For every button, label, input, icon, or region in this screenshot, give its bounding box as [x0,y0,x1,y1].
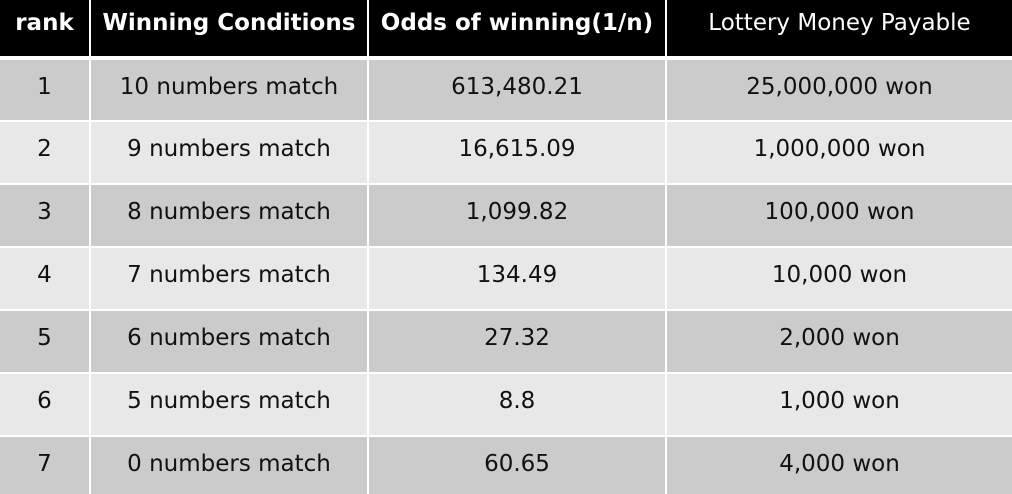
condition-cell: 0 numbers match [89,435,369,494]
odds-cell: 60.65 [367,435,667,494]
table-body: 1 10 numbers match 613,480.21 25,000,000… [0,57,1012,494]
odds-cell: 1,099.82 [367,183,667,248]
condition-cell: 9 numbers match [89,120,369,185]
header-odds-of-winning: Odds of winning(1/n) [367,0,667,60]
condition-cell: 7 numbers match [89,246,369,311]
rank-cell: 2 [0,120,91,185]
odds-cell: 8.8 [367,372,667,437]
payable-cell: 1,000 won [665,372,1012,437]
odds-cell: 16,615.09 [367,120,667,185]
odds-cell: 613,480.21 [367,57,667,122]
table-row: 1 10 numbers match 613,480.21 25,000,000… [0,57,1012,122]
rank-cell: 6 [0,372,91,437]
odds-cell: 27.32 [367,309,667,374]
rank-cell: 3 [0,183,91,248]
rank-cell: 5 [0,309,91,374]
header-lottery-money-payable: Lottery Money Payable [665,0,1012,60]
payable-cell: 25,000,000 won [665,57,1012,122]
rank-cell: 4 [0,246,91,311]
rank-cell: 1 [0,57,91,122]
condition-cell: 8 numbers match [89,183,369,248]
table-row: 7 0 numbers match 60.65 4,000 won [0,435,1012,494]
condition-cell: 5 numbers match [89,372,369,437]
condition-cell: 6 numbers match [89,309,369,374]
header-rank: rank [0,0,91,60]
header-row: rank Winning Conditions Odds of winning(… [0,0,1012,60]
payable-cell: 10,000 won [665,246,1012,311]
table-row: 2 9 numbers match 16,615.09 1,000,000 wo… [0,120,1012,185]
payable-cell: 1,000,000 won [665,120,1012,185]
payable-cell: 100,000 won [665,183,1012,248]
odds-cell: 134.49 [367,246,667,311]
payable-cell: 2,000 won [665,309,1012,374]
rank-cell: 7 [0,435,91,494]
table-header: rank Winning Conditions Odds of winning(… [0,0,1012,60]
table-row: 3 8 numbers match 1,099.82 100,000 won [0,183,1012,248]
condition-cell: 10 numbers match [89,57,369,122]
table-row: 4 7 numbers match 134.49 10,000 won [0,246,1012,311]
table-row: 5 6 numbers match 27.32 2,000 won [0,309,1012,374]
payable-cell: 4,000 won [665,435,1012,494]
header-winning-conditions: Winning Conditions [89,0,369,60]
table-row: 6 5 numbers match 8.8 1,000 won [0,372,1012,437]
